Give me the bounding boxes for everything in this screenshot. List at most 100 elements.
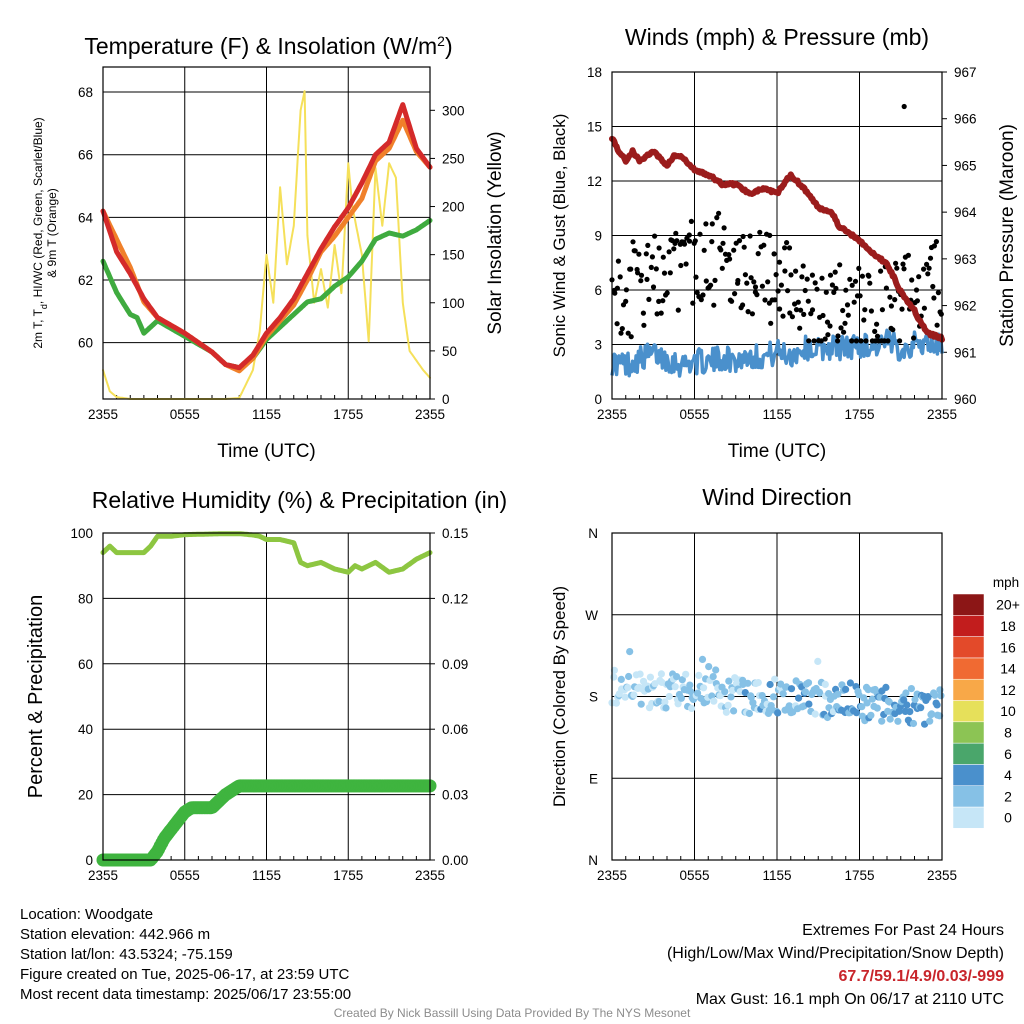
gust-point xyxy=(775,288,781,294)
extremes-title: Extremes For Past 24 Hours xyxy=(802,922,1004,939)
gust-point xyxy=(658,310,664,316)
plot-frame xyxy=(611,532,943,861)
station-info: Location: Woodgate Station elevation: 44… xyxy=(20,905,351,1005)
y-tick-label: 0 xyxy=(85,853,93,868)
direction-title: Wind Direction xyxy=(702,484,852,510)
gust-point xyxy=(714,215,720,221)
x-tick-label: 2355 xyxy=(927,407,957,422)
gust-point xyxy=(645,242,651,248)
gust-point xyxy=(840,307,846,314)
gust-point xyxy=(788,272,794,278)
gust-point xyxy=(793,307,800,313)
gust-point xyxy=(762,297,768,303)
gust-point xyxy=(660,298,666,304)
gust-point xyxy=(628,266,634,272)
gust-point xyxy=(778,282,785,288)
gust-point xyxy=(933,239,940,245)
direction-point xyxy=(621,693,629,701)
gust-point xyxy=(745,309,751,315)
gust-point xyxy=(617,274,623,280)
gust-point xyxy=(752,284,759,290)
direction-point xyxy=(688,704,696,713)
gust-point xyxy=(818,338,824,344)
gust-point xyxy=(612,290,618,296)
gust-point xyxy=(755,251,761,257)
direction-point xyxy=(662,704,670,712)
direction-point xyxy=(787,685,796,693)
gust-point xyxy=(806,338,812,344)
gust-point xyxy=(718,247,724,253)
gust-point xyxy=(883,285,890,291)
direction-point xyxy=(926,717,934,725)
direction-point xyxy=(769,693,778,701)
gust-point xyxy=(921,266,927,272)
gust-point xyxy=(827,272,834,278)
y2-tick-label: 962 xyxy=(954,299,977,314)
gust-point xyxy=(878,268,884,274)
y2-tick-label: 0.12 xyxy=(442,591,468,606)
y-tick-label: 40 xyxy=(78,722,93,737)
gust-point xyxy=(809,307,816,313)
gust-point xyxy=(636,251,642,257)
direction-ylabel: Direction (Colored By Speed) xyxy=(550,586,569,807)
gust-point xyxy=(861,317,867,323)
title-tail: ) xyxy=(445,33,453,59)
gust-point xyxy=(686,232,692,238)
x-tick-label: 2355 xyxy=(415,868,445,883)
gust-point xyxy=(824,319,831,325)
direction-point xyxy=(863,699,871,707)
gust-point xyxy=(913,287,920,293)
direction-point xyxy=(686,681,694,689)
gust-point xyxy=(900,261,906,267)
gust-point xyxy=(646,296,652,302)
gust-point xyxy=(801,311,807,317)
y-tick-label: 12 xyxy=(587,174,602,189)
y2-tick-label: 0.15 xyxy=(442,526,468,541)
humidity-ylabel: Percent & Precipitation xyxy=(25,595,47,798)
gust-point xyxy=(890,327,896,333)
direction-point xyxy=(712,666,720,674)
gust-point xyxy=(768,320,774,326)
direction-point xyxy=(671,683,679,691)
gust-point xyxy=(744,280,750,286)
gust-point xyxy=(694,290,700,296)
direction-point xyxy=(864,686,872,694)
y-tick-label: 64 xyxy=(78,210,94,225)
gust-point xyxy=(671,246,677,252)
direction-point xyxy=(774,709,782,717)
gust-point xyxy=(712,277,718,283)
y2-tick-label: 100 xyxy=(442,296,465,311)
gust-point xyxy=(827,323,833,329)
latlon-text: Station lat/lon: 43.5324; -75.159 xyxy=(20,946,233,963)
y2-tick-label: 966 xyxy=(954,112,977,127)
y-tick-label: 3 xyxy=(594,338,602,353)
direction-point xyxy=(677,694,686,702)
x-tick-label: 1155 xyxy=(762,868,791,883)
legend-label: 0 xyxy=(1004,810,1012,826)
direction-point xyxy=(771,675,779,683)
direction-point xyxy=(924,693,932,701)
winds-xlabel: Time (UTC) xyxy=(728,441,827,462)
direction-point xyxy=(873,704,881,712)
gust-point xyxy=(909,277,915,283)
legend-label: 2 xyxy=(1004,788,1012,804)
gust-point xyxy=(938,311,944,317)
gust-point xyxy=(780,313,786,319)
gust-point xyxy=(782,245,788,251)
legend-swatch xyxy=(952,742,985,765)
gust-point xyxy=(771,251,777,257)
direction-point xyxy=(610,666,619,674)
gust-point xyxy=(640,310,647,316)
direction-point xyxy=(710,697,718,705)
gust-point xyxy=(843,287,849,293)
direction-point xyxy=(657,670,666,678)
direction-point xyxy=(906,708,914,716)
pressure-line xyxy=(609,135,945,343)
direction-point xyxy=(625,672,633,681)
y2-tick-label: 150 xyxy=(442,248,465,263)
gust-point xyxy=(894,265,900,271)
x-tick-label: 0555 xyxy=(170,868,200,883)
ylabel-line-1: 2m T, Td, HI/WC (Red, Green, Scarlet/Blu… xyxy=(31,117,49,348)
extremes-subtitle: (High/Low/Max Wind/Precipitation/Snow De… xyxy=(666,945,1004,962)
